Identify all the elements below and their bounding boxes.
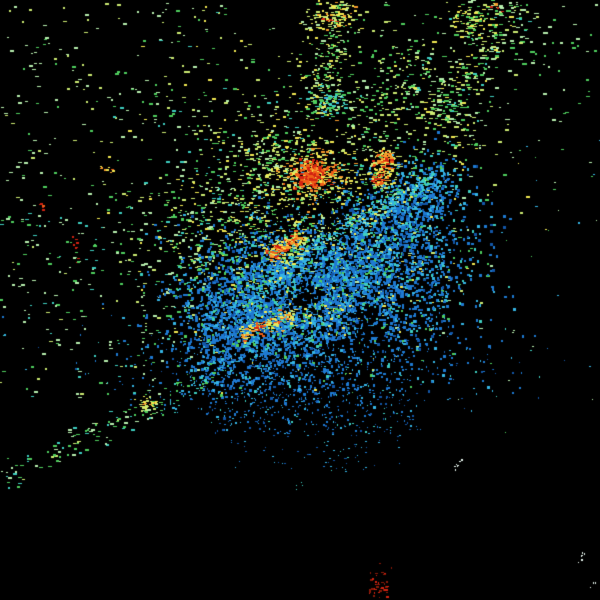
heatmap-canvas: [0, 0, 600, 600]
figure-root: [0, 0, 600, 600]
